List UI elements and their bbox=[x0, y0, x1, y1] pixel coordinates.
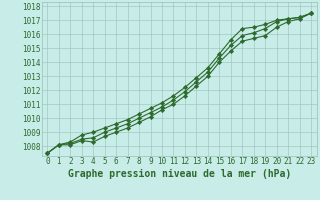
X-axis label: Graphe pression niveau de la mer (hPa): Graphe pression niveau de la mer (hPa) bbox=[68, 169, 291, 179]
